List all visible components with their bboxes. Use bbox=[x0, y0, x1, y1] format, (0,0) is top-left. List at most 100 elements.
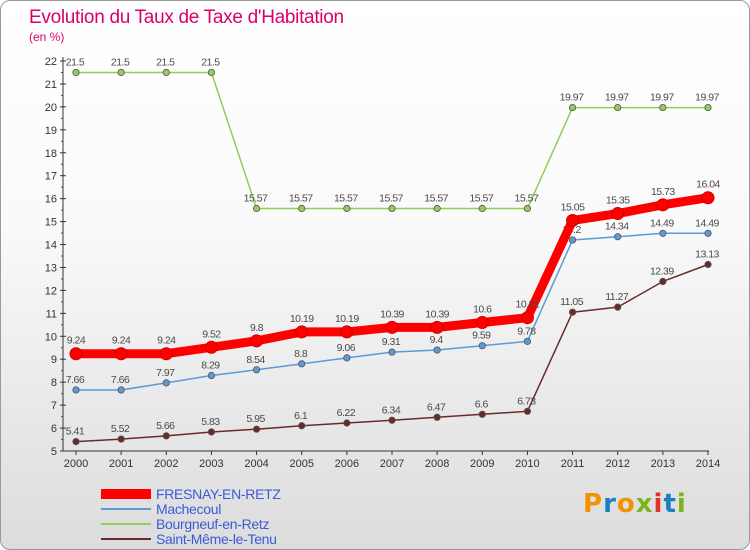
legend-label: Machecoul bbox=[156, 501, 222, 517]
data-point bbox=[523, 337, 532, 345]
data-point bbox=[295, 325, 309, 339]
data-point bbox=[568, 103, 577, 112]
y-tick-label: 10 bbox=[45, 331, 57, 343]
y-tick-label: 19 bbox=[45, 125, 57, 137]
data-label: 9.4 bbox=[430, 334, 444, 346]
series-bourgneuf-en-retz: 21.5 21.5 21.5 21.5 15.57 15.57 15.57 15.57 15.5… bbox=[66, 56, 720, 213]
data-point bbox=[343, 204, 351, 213]
legend-swatch bbox=[101, 508, 151, 510]
data-label: 6.34 bbox=[382, 404, 401, 416]
x-tick-label: 2009 bbox=[470, 458, 494, 470]
y-tick-label: 18 bbox=[45, 148, 57, 160]
data-point bbox=[252, 204, 261, 213]
data-point bbox=[568, 236, 577, 244]
data-label: 5.95 bbox=[246, 413, 265, 425]
y-tick-label: 7 bbox=[51, 400, 57, 412]
data-label: 8.8 bbox=[294, 348, 308, 360]
data-point bbox=[704, 229, 712, 237]
data-point bbox=[478, 204, 486, 213]
x-tick-label: 2011 bbox=[561, 458, 585, 470]
data-point bbox=[430, 320, 444, 334]
data-point bbox=[478, 342, 486, 350]
data-label: 10.39 bbox=[380, 308, 404, 320]
data-label: 6.73 bbox=[517, 395, 536, 407]
data-label: 9.24 bbox=[157, 335, 176, 347]
x-tick-label: 2001 bbox=[109, 458, 133, 470]
data-point bbox=[298, 204, 306, 213]
data-label: 9.06 bbox=[337, 342, 356, 354]
data-point bbox=[614, 103, 622, 112]
x-tick-label: 2010 bbox=[515, 458, 539, 470]
x-tick-label: 2004 bbox=[244, 458, 268, 470]
y-tick-label: 9 bbox=[51, 354, 57, 366]
x-tick-label: 2005 bbox=[289, 458, 313, 470]
data-point bbox=[250, 334, 264, 348]
data-label: 21.5 bbox=[156, 56, 175, 68]
legend-label: Bourgneuf-en-Retz bbox=[156, 516, 270, 532]
data-point bbox=[162, 379, 170, 387]
data-point bbox=[704, 103, 712, 112]
data-label: 14.34 bbox=[605, 221, 629, 233]
data-label: 10.19 bbox=[290, 313, 314, 325]
logo-letter: x bbox=[635, 489, 654, 519]
data-label: 6.22 bbox=[337, 407, 356, 419]
y-tick-label: 20 bbox=[45, 102, 57, 114]
x-tick-label: 2013 bbox=[651, 458, 675, 470]
data-point bbox=[433, 346, 441, 354]
data-label: 13.13 bbox=[695, 248, 719, 260]
data-point bbox=[204, 340, 218, 354]
data-label: 15.57 bbox=[515, 193, 539, 205]
series-saint-m-me-le-tenu: 5.41 5.52 5.66 5.83 5.95 6.1 6.22 6.34 6.47 6.6 6.… bbox=[66, 248, 720, 446]
y-tick-label: 11 bbox=[46, 308, 57, 320]
data-point bbox=[252, 425, 261, 433]
data-label: 10.81 bbox=[516, 299, 540, 311]
data-point bbox=[388, 204, 396, 213]
legend-label: FRESNAY-EN-RETZ bbox=[156, 486, 281, 502]
data-point bbox=[207, 428, 216, 436]
data-label: 19.97 bbox=[560, 92, 584, 104]
data-label: 6.1 bbox=[294, 410, 308, 422]
data-label: 6.6 bbox=[475, 398, 489, 410]
data-label: 21.5 bbox=[111, 56, 130, 68]
data-label: 9.59 bbox=[472, 330, 491, 342]
data-point bbox=[207, 371, 216, 380]
data-label: 15.57 bbox=[244, 193, 268, 205]
data-label: 9.24 bbox=[112, 335, 131, 347]
y-tick-label: 15 bbox=[45, 217, 57, 229]
chart-title: Evolution du Taux de Taxe d'Habitation bbox=[29, 7, 344, 28]
data-point bbox=[343, 419, 351, 427]
data-point bbox=[72, 437, 80, 446]
data-point bbox=[340, 325, 354, 339]
data-label: 11.05 bbox=[560, 296, 584, 308]
data-point bbox=[659, 229, 667, 237]
data-point bbox=[385, 320, 399, 334]
legend-label: Saint-Même-le-Tenu bbox=[156, 531, 277, 547]
data-label: 5.66 bbox=[156, 420, 175, 432]
data-label: 15.57 bbox=[469, 193, 493, 205]
data-label: 7.97 bbox=[156, 367, 175, 379]
legend-swatch bbox=[101, 489, 151, 499]
data-label: 8.29 bbox=[201, 360, 220, 372]
data-point bbox=[659, 103, 667, 112]
data-label: 5.41 bbox=[66, 426, 85, 438]
data-label: 21.5 bbox=[201, 56, 220, 68]
data-point bbox=[72, 68, 80, 77]
data-point bbox=[656, 198, 670, 212]
x-tick-label: 2014 bbox=[696, 458, 720, 470]
data-label: 6.47 bbox=[427, 401, 446, 413]
data-label: 15.57 bbox=[424, 193, 448, 205]
data-point bbox=[614, 303, 622, 311]
data-point bbox=[523, 407, 532, 415]
data-label: 14.49 bbox=[650, 217, 674, 229]
legend-swatch bbox=[101, 538, 151, 540]
data-label: 7.66 bbox=[66, 374, 85, 386]
y-tick-label: 21 bbox=[45, 79, 57, 91]
y-tick-label: 13 bbox=[45, 262, 57, 274]
data-label: 7.66 bbox=[111, 374, 130, 386]
data-label: 15.57 bbox=[334, 193, 358, 205]
logo-letter: i bbox=[653, 489, 664, 519]
data-point bbox=[72, 386, 80, 394]
y-tick-label: 5 bbox=[51, 446, 57, 458]
logo-letter: i bbox=[676, 489, 687, 519]
data-label: 9.31 bbox=[382, 336, 401, 348]
